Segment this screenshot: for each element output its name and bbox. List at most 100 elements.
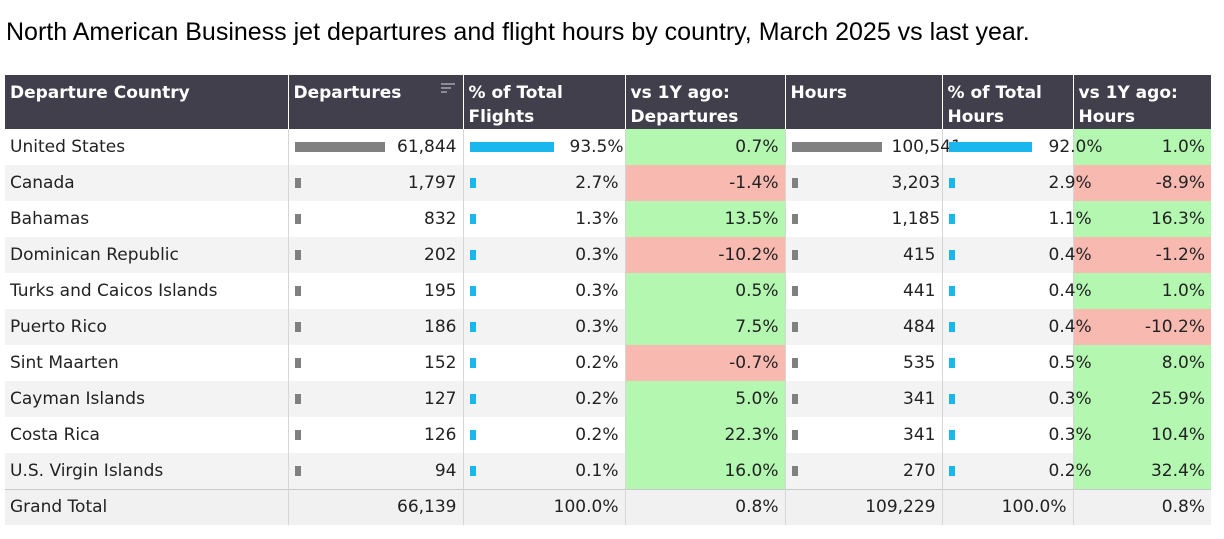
hours-wrap: 535	[791, 353, 936, 373]
hours-value: 484	[903, 317, 936, 337]
pct-hours-bar-track	[948, 358, 1049, 368]
col-header-pct-flights[interactable]: % of Total Flights	[463, 75, 626, 129]
country-name: Cayman Islands	[5, 381, 289, 417]
pct-hours-bar-track	[948, 322, 1049, 332]
chart-title: North American Business jet departures a…	[6, 18, 1030, 46]
pct-hours-bar-track	[948, 286, 1049, 296]
pct-flights-bar	[469, 286, 476, 296]
pct-hours-value: 92.0%	[1048, 137, 1103, 157]
departures-value: 127	[424, 389, 457, 409]
departures-value: 832	[424, 209, 457, 229]
grand-total-pct-hours: 100.0%	[942, 488, 1074, 525]
hours-bar	[791, 430, 798, 440]
hours-bar	[791, 358, 798, 368]
col-header-country[interactable]: Departure Country	[5, 75, 289, 129]
hours-cell: 535	[785, 345, 943, 381]
departures-bar-track	[294, 214, 395, 224]
hours-value: 341	[903, 389, 936, 409]
table-row[interactable]: Turks and Caicos Islands 195 0.3% 0.5% 441 0.…	[5, 273, 1211, 309]
pct-hours-bar	[948, 394, 955, 404]
col-header-vs-hours[interactable]: vs 1Y ago: Hours	[1073, 75, 1211, 129]
departures-wrap: 126	[294, 425, 457, 445]
pct-flights-bar-track	[469, 250, 570, 260]
pct-flights-cell: 0.3%	[463, 273, 626, 309]
sort-descending-icon[interactable]	[440, 83, 455, 95]
vs-hours: 1.0%	[1073, 129, 1211, 165]
hours-bar	[791, 142, 882, 152]
pct-flights-cell: 0.2%	[463, 381, 626, 417]
departures-value: 61,844	[397, 137, 457, 157]
table-row[interactable]: Puerto Rico 186 0.3% 7.5% 484 0.4% -10.2%	[5, 309, 1211, 345]
departures-bar-track	[294, 394, 395, 404]
grand-total-departures: 66,139	[288, 488, 464, 525]
table-row[interactable]: Canada 1,797 2.7% -1.4% 3,203 2.9% -8.9%	[5, 165, 1211, 201]
hours-bar	[791, 250, 798, 260]
table-row[interactable]: Bahamas 832 1.3% 13.5% 1,185 1.1% 16.3%	[5, 201, 1211, 237]
table-row[interactable]: Cayman Islands 127 0.2% 5.0% 341 0.3% 25.9%	[5, 381, 1211, 417]
table-row[interactable]: Dominican Republic 202 0.3% -10.2% 415 0.4% -1…	[5, 237, 1211, 273]
vs-departures: 16.0%	[625, 453, 786, 489]
pct-flights-bar-track	[469, 430, 570, 440]
pct-flights-wrap: 0.3%	[469, 245, 619, 265]
pct-flights-wrap: 0.2%	[469, 389, 619, 409]
col-header-pct-hours[interactable]: % of Total Hours	[942, 75, 1074, 129]
departures-wrap: 202	[294, 245, 457, 265]
departures-cell: 61,844	[288, 129, 464, 165]
vs-departures: 22.3%	[625, 417, 786, 453]
pct-hours-bar-track	[948, 250, 1049, 260]
pct-hours-value: 1.1%	[1048, 209, 1092, 229]
departures-value: 94	[434, 460, 457, 481]
pct-hours-bar	[948, 178, 955, 188]
table-row[interactable]: U.S. Virgin Islands 94 0.1% 16.0% 270 0.2% 32.…	[5, 453, 1211, 489]
table-row[interactable]: Costa Rica 126 0.2% 22.3% 341 0.3% 10.4%	[5, 417, 1211, 453]
pct-hours-bar-track	[948, 465, 1049, 476]
hours-value: 1,185	[891, 209, 941, 229]
pct-flights-value: 0.2%	[575, 425, 619, 445]
pct-flights-bar	[469, 142, 554, 152]
hours-cell: 3,203	[785, 165, 943, 201]
col-header-departures[interactable]: Departures	[288, 75, 464, 129]
pct-hours-value: 0.3%	[1048, 425, 1092, 445]
hours-cell: 270	[785, 453, 943, 489]
hours-bar	[791, 394, 798, 404]
pct-hours-bar	[948, 322, 955, 332]
table-row[interactable]: United States 61,844 93.5% 0.7% 100,541 92.0%…	[5, 129, 1211, 165]
pct-hours-bar	[948, 358, 955, 368]
country-name: Costa Rica	[5, 417, 289, 453]
pct-hours-bar	[948, 286, 955, 296]
departures-wrap: 186	[294, 317, 457, 337]
hours-bar-track	[791, 178, 892, 188]
pct-flights-wrap: 93.5%	[469, 137, 624, 157]
col-header-vs-departures[interactable]: vs 1Y ago: Departures	[625, 75, 786, 129]
pct-hours-cell: 0.5%	[942, 345, 1092, 381]
pct-flights-bar	[469, 430, 476, 440]
pct-hours-bar-track	[948, 178, 1049, 188]
pct-flights-bar-track	[469, 465, 570, 476]
hours-wrap: 3,203	[791, 173, 940, 193]
hours-wrap: 341	[791, 389, 936, 409]
pct-hours-cell: 0.4%	[942, 273, 1092, 309]
col-header-hours[interactable]: Hours	[785, 75, 943, 129]
hours-bar-track	[791, 214, 892, 224]
departures-wrap: 1,797	[294, 173, 457, 193]
pct-hours-cell: 0.2%	[942, 453, 1092, 489]
pct-flights-value: 0.3%	[575, 245, 619, 265]
pct-hours-value: 0.4%	[1048, 281, 1092, 301]
table-row[interactable]: Sint Maarten 152 0.2% -0.7% 535 0.5% 8.0%	[5, 345, 1211, 381]
hours-wrap: 415	[791, 245, 936, 265]
pct-flights-value: 1.3%	[575, 209, 619, 229]
vs-departures: 7.5%	[625, 309, 786, 345]
departures-wrap: 127	[294, 389, 457, 409]
pct-flights-wrap: 0.2%	[469, 353, 619, 373]
departures-wrap: 832	[294, 209, 457, 229]
departures-cell: 152	[288, 345, 464, 381]
hours-bar	[791, 214, 798, 224]
col-header-departures-label: Departures	[293, 83, 402, 103]
pct-hours-cell: 0.3%	[942, 381, 1092, 417]
departures-bar	[294, 394, 301, 404]
pct-flights-cell: 0.2%	[463, 345, 626, 381]
departures-bar	[294, 430, 301, 440]
pct-hours-wrap: 0.4%	[948, 317, 1092, 337]
hours-bar	[791, 465, 798, 476]
vs-hours: 8.0%	[1073, 345, 1211, 381]
